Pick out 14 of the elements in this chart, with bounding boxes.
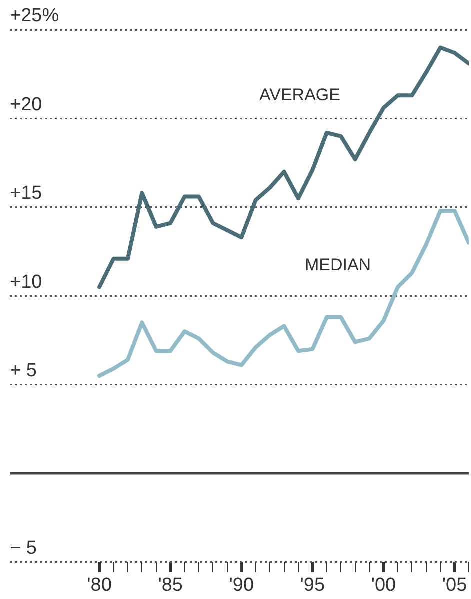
y-tick-label: − 5 [10, 538, 37, 559]
x-tick-label: '90 [229, 574, 254, 596]
x-tick-label: '95 [300, 574, 326, 596]
x-tick-label: '80 [87, 574, 112, 596]
x-tick-label: '00 [371, 574, 396, 596]
series-label: MEDIAN [304, 256, 372, 275]
series-label: AVERAGE [260, 86, 340, 105]
x-tick-label: '85 [158, 574, 183, 596]
y-tick-label: +25% [10, 6, 60, 27]
y-tick-label: +20 [10, 94, 42, 116]
y-tick-label: + 5 [10, 360, 37, 382]
y-tick-label: +10 [10, 272, 42, 293]
x-tick-label: '05 [442, 574, 468, 596]
y-tick-label: +15 [10, 183, 42, 204]
